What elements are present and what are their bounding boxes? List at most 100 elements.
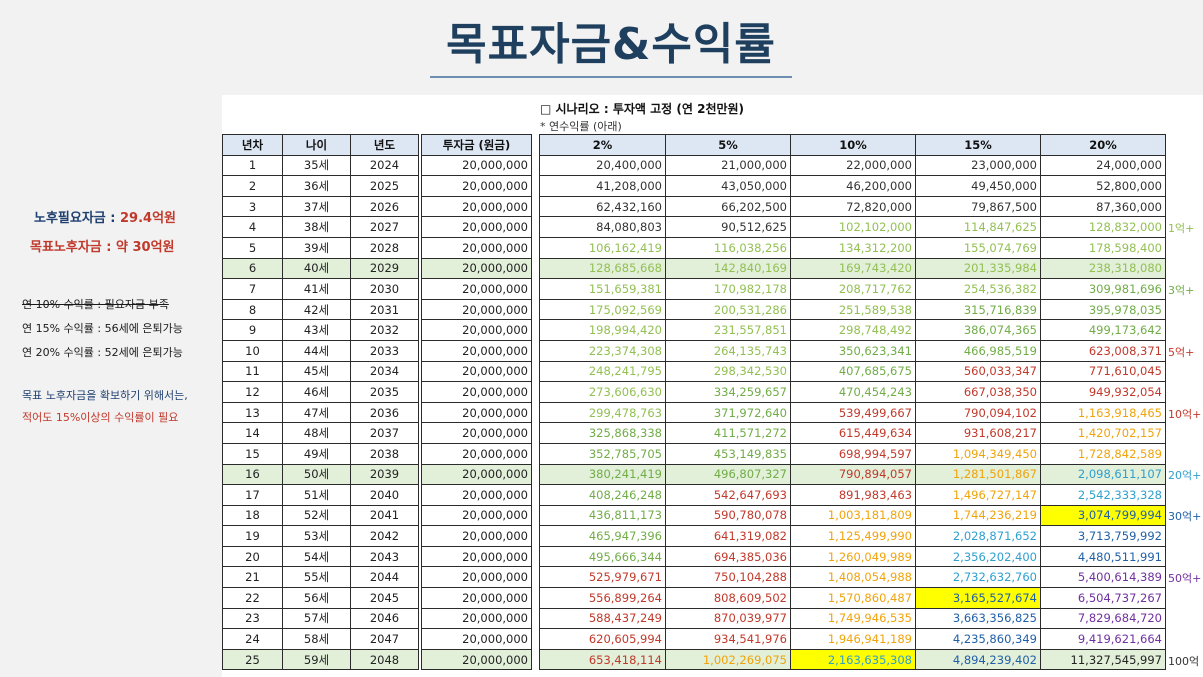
table-cell[interactable]: 891,983,463: [790, 484, 916, 506]
table-cell[interactable]: 542,647,693: [665, 484, 791, 506]
table-cell[interactable]: 36세: [282, 175, 351, 197]
table-cell[interactable]: 2024: [350, 154, 419, 177]
table-cell[interactable]: 298,748,492: [790, 319, 916, 341]
table-cell[interactable]: 667,038,350: [915, 381, 1041, 403]
table-cell[interactable]: 25: [222, 648, 283, 671]
table-cell[interactable]: 4,235,860,349: [915, 628, 1041, 650]
table-cell[interactable]: 334,259,657: [665, 381, 791, 403]
table-cell[interactable]: 1,163,918,465: [1040, 401, 1166, 424]
table-cell[interactable]: 1,744,236,219: [915, 504, 1041, 527]
table-cell[interactable]: 3,074,799,994: [1040, 504, 1166, 527]
table-cell[interactable]: 20,000,000: [421, 463, 532, 486]
table-cell[interactable]: 496,807,327: [665, 463, 791, 486]
table-cell[interactable]: 248,241,795: [539, 360, 666, 383]
table-cell[interactable]: 615,449,634: [790, 422, 916, 444]
table-cell[interactable]: 2032: [350, 319, 419, 341]
table-cell[interactable]: 52세: [282, 504, 351, 527]
table-cell[interactable]: 169,743,420: [790, 257, 916, 280]
table-cell[interactable]: 47세: [282, 401, 351, 424]
table-cell[interactable]: 20,000,000: [421, 154, 532, 177]
table-cell[interactable]: 72,820,000: [790, 195, 916, 218]
table-cell[interactable]: 24: [222, 628, 283, 650]
table-cell[interactable]: 2026: [350, 195, 419, 218]
table-cell[interactable]: 178,598,400: [1040, 236, 1166, 259]
table-cell[interactable]: 102,102,000: [790, 216, 916, 238]
table-cell[interactable]: 1,496,727,147: [915, 484, 1041, 506]
table-cell[interactable]: 38세: [282, 216, 351, 238]
table-cell[interactable]: 21,000,000: [665, 154, 791, 177]
table-cell[interactable]: 2,542,333,328: [1040, 484, 1166, 506]
table-cell[interactable]: 151,659,381: [539, 278, 666, 300]
table-cell[interactable]: 325,868,338: [539, 422, 666, 444]
table-cell[interactable]: 408,246,248: [539, 484, 666, 506]
table-cell[interactable]: 4,894,239,402: [915, 648, 1041, 671]
table-cell[interactable]: 23,000,000: [915, 154, 1041, 177]
table-cell[interactable]: 54세: [282, 545, 351, 568]
table-cell[interactable]: 45세: [282, 360, 351, 383]
table-cell[interactable]: 2,098,611,107: [1040, 463, 1166, 486]
table-cell[interactable]: 44세: [282, 339, 351, 362]
table-cell[interactable]: 5,400,614,389: [1040, 566, 1166, 589]
table-cell[interactable]: 525,979,671: [539, 566, 666, 589]
table-cell[interactable]: 20,000,000: [421, 587, 532, 609]
table-cell[interactable]: 254,536,382: [915, 278, 1041, 300]
table-cell[interactable]: 170,982,178: [665, 278, 791, 300]
table-cell[interactable]: 3,713,759,992: [1040, 525, 1166, 547]
table-cell[interactable]: 352,785,705: [539, 442, 666, 465]
table-cell[interactable]: 10: [222, 339, 283, 362]
table-cell[interactable]: 20,000,000: [421, 360, 532, 383]
table-cell[interactable]: 386,074,365: [915, 319, 1041, 341]
table-cell[interactable]: 3: [222, 195, 283, 218]
table-cell[interactable]: 653,418,114: [539, 648, 666, 671]
table-cell[interactable]: 251,589,538: [790, 298, 916, 321]
table-cell[interactable]: 14: [222, 422, 283, 444]
table-cell[interactable]: 1,125,499,990: [790, 525, 916, 547]
table-cell[interactable]: 58세: [282, 628, 351, 650]
table-cell[interactable]: 90,512,625: [665, 216, 791, 238]
table-cell[interactable]: 771,610,045: [1040, 360, 1166, 383]
table-cell[interactable]: 1,420,702,157: [1040, 422, 1166, 444]
table-cell[interactable]: 41,208,000: [539, 175, 666, 197]
table-cell[interactable]: 1,570,860,487: [790, 587, 916, 609]
table-cell[interactable]: 4,480,511,991: [1040, 545, 1166, 568]
table-cell[interactable]: 23: [222, 607, 283, 630]
table-cell[interactable]: 411,571,272: [665, 422, 791, 444]
table-cell[interactable]: 315,716,839: [915, 298, 1041, 321]
table-cell[interactable]: 20,000,000: [421, 442, 532, 465]
table-cell[interactable]: 3,165,527,674: [915, 587, 1041, 609]
table-cell[interactable]: 20,000,000: [421, 175, 532, 197]
table-cell[interactable]: 870,039,977: [665, 607, 791, 630]
table-cell[interactable]: 2038: [350, 442, 419, 465]
table-cell[interactable]: 2031: [350, 298, 419, 321]
table-cell[interactable]: 2027: [350, 216, 419, 238]
table-cell[interactable]: 20,000,000: [421, 236, 532, 259]
table-cell[interactable]: 142,840,169: [665, 257, 791, 280]
table-cell[interactable]: 299,478,763: [539, 401, 666, 424]
table-cell[interactable]: 66,202,500: [665, 195, 791, 218]
table-cell[interactable]: 2043: [350, 545, 419, 568]
table-cell[interactable]: 35세: [282, 154, 351, 177]
table-cell[interactable]: 623,008,371: [1040, 339, 1166, 362]
table-cell[interactable]: 1,003,181,809: [790, 504, 916, 527]
table-cell[interactable]: 116,038,256: [665, 236, 791, 259]
table-cell[interactable]: 539,499,667: [790, 401, 916, 424]
table-cell[interactable]: 949,932,054: [1040, 381, 1166, 403]
table-cell[interactable]: 20,400,000: [539, 154, 666, 177]
table-cell[interactable]: 175,092,569: [539, 298, 666, 321]
table-cell[interactable]: 2,028,871,652: [915, 525, 1041, 547]
table-cell[interactable]: 2040: [350, 484, 419, 506]
table-cell[interactable]: 79,867,500: [915, 195, 1041, 218]
table-cell[interactable]: 40세: [282, 257, 351, 280]
table-cell[interactable]: 694,385,036: [665, 545, 791, 568]
table-cell[interactable]: 11,327,545,997: [1040, 648, 1166, 671]
table-cell[interactable]: 20,000,000: [421, 545, 532, 568]
table-cell[interactable]: 350,623,341: [790, 339, 916, 362]
table-cell[interactable]: 1: [222, 154, 283, 177]
table-cell[interactable]: 4: [222, 216, 283, 238]
table-cell[interactable]: 20,000,000: [421, 257, 532, 280]
table-cell[interactable]: 57세: [282, 607, 351, 630]
table-cell[interactable]: 750,104,288: [665, 566, 791, 589]
table-cell[interactable]: 1,094,349,450: [915, 442, 1041, 465]
table-cell[interactable]: 380,241,419: [539, 463, 666, 486]
table-cell[interactable]: 24,000,000: [1040, 154, 1166, 177]
